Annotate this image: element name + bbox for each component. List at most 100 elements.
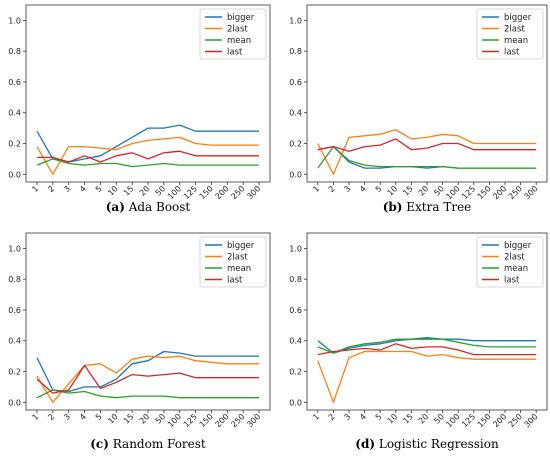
series-line-mean <box>317 145 537 169</box>
x-tick-label: 4 <box>358 412 368 422</box>
x-tick-label: 300 <box>245 184 262 201</box>
x-tick-label: 1 <box>30 184 40 194</box>
y-tick-label: 0.6 <box>8 306 21 315</box>
y-tick-label: 0.0 <box>8 398 21 407</box>
caption-letter: (b) <box>383 200 403 214</box>
y-tick-label: 0.6 <box>289 78 302 87</box>
caption-text: Logistic Regression <box>375 437 499 451</box>
legend-label-mean: mean <box>504 36 528 46</box>
y-tick-label: 0.4 <box>289 337 302 346</box>
y-tick-label: 0.8 <box>289 47 302 56</box>
x-tick-label: 20 <box>138 412 152 426</box>
x-tick-label: 250 <box>507 184 524 201</box>
y-tick-label: 0.8 <box>8 275 21 284</box>
x-tick-label: 3 <box>62 184 72 194</box>
x-tick-label: 15 <box>401 412 415 426</box>
legend-label-2last: 2last <box>227 25 248 35</box>
x-tick-label: 1 <box>311 184 321 194</box>
panel-caption: (a) Ada Boost <box>106 200 191 214</box>
caption-letter: (a) <box>106 200 125 214</box>
x-tick-label: 150 <box>198 412 215 429</box>
x-tick-label: 15 <box>401 184 415 198</box>
y-tick-label: 0.0 <box>289 398 302 407</box>
caption-text: Random Forest <box>109 437 206 451</box>
x-tick-label: 300 <box>522 184 539 201</box>
legend-box <box>476 236 544 288</box>
series-line-bigger <box>36 350 259 393</box>
y-tick-label: 0.2 <box>8 140 21 149</box>
x-tick-label: 125 <box>182 412 199 429</box>
legend-label-2last: 2last <box>504 253 525 263</box>
caption-letter: (c) <box>90 437 109 451</box>
series-line-last <box>36 364 259 394</box>
x-tick-label: 4 <box>358 184 368 194</box>
x-tick-label: 100 <box>444 184 461 201</box>
x-tick-label: 5 <box>94 412 104 422</box>
legend-label-2last: 2last <box>227 253 248 263</box>
panel-caption: (d) Logistic Regression <box>355 437 499 451</box>
x-tick-label: 150 <box>476 184 493 201</box>
x-tick-label: 50 <box>154 412 168 426</box>
series-line-mean <box>36 389 259 399</box>
x-tick-label: 300 <box>245 412 262 429</box>
x-tick-label: 4 <box>78 412 88 422</box>
x-tick-label: 20 <box>417 412 431 426</box>
series-line-last <box>317 138 537 152</box>
y-tick-label: 0.2 <box>289 140 302 149</box>
panel-caption: (b) Extra Tree <box>383 200 472 214</box>
legend-label-last: last <box>504 48 520 58</box>
series-line-2last <box>317 129 537 175</box>
series-line-bigger <box>36 124 259 163</box>
x-tick-label: 10 <box>386 412 400 426</box>
x-tick-label: 250 <box>229 184 246 201</box>
legend-box <box>199 8 267 60</box>
x-tick-label: 100 <box>166 412 183 429</box>
series-line-last <box>317 343 537 356</box>
caption-text: Extra Tree <box>402 200 471 214</box>
x-tick-label: 250 <box>507 412 524 429</box>
x-tick-label: 1 <box>30 412 40 422</box>
legend-label-last: last <box>227 276 243 286</box>
x-tick-label: 20 <box>138 184 152 198</box>
y-tick-label: 0.8 <box>8 47 21 56</box>
y-tick-label: 1.0 <box>8 16 21 25</box>
x-tick-label: 3 <box>62 412 72 422</box>
series-line-bigger <box>317 337 537 354</box>
x-tick-label: 50 <box>154 184 168 198</box>
x-tick-label: 2 <box>46 184 56 194</box>
y-tick-label: 0.2 <box>289 368 302 377</box>
y-tick-label: 0.2 <box>8 368 21 377</box>
chart-panel-2: 0.00.20.40.60.81.01 2 3 4 5 10 15 20 50100125150… <box>289 4 548 214</box>
x-tick-label: 20 <box>417 184 431 198</box>
x-tick-label: 2 <box>327 412 337 422</box>
legend-label-2last: 2last <box>504 25 525 35</box>
series-line-2last <box>36 136 259 175</box>
x-tick-label: 125 <box>460 184 477 201</box>
x-tick-label: 125 <box>182 184 199 201</box>
series-line-mean <box>36 158 259 168</box>
x-tick-label: 2 <box>327 184 337 194</box>
x-tick-label: 200 <box>491 412 508 429</box>
x-tick-label: 15 <box>122 412 136 426</box>
legend-label-bigger: bigger <box>504 241 532 251</box>
legend-label-mean: mean <box>504 264 528 274</box>
y-tick-label: 0.8 <box>289 275 302 284</box>
x-tick-label: 200 <box>214 184 231 201</box>
y-tick-label: 0.4 <box>289 109 302 118</box>
caption-text: Ada Boost <box>125 200 191 214</box>
series-line-last <box>37 150 259 163</box>
x-tick-label: 3 <box>342 184 352 194</box>
legend-label-bigger: bigger <box>504 13 532 23</box>
legend-label-bigger: bigger <box>227 13 255 23</box>
x-tick-label: 5 <box>374 412 384 422</box>
x-tick-label: 150 <box>476 412 493 429</box>
x-tick-label: 200 <box>491 184 508 201</box>
x-tick-label: 200 <box>214 412 231 429</box>
x-tick-label: 5 <box>94 184 104 194</box>
caption-letter: (d) <box>355 437 375 451</box>
series-line-2last <box>36 355 259 403</box>
legend-label-last: last <box>504 276 520 286</box>
legend-label-mean: mean <box>227 36 251 46</box>
